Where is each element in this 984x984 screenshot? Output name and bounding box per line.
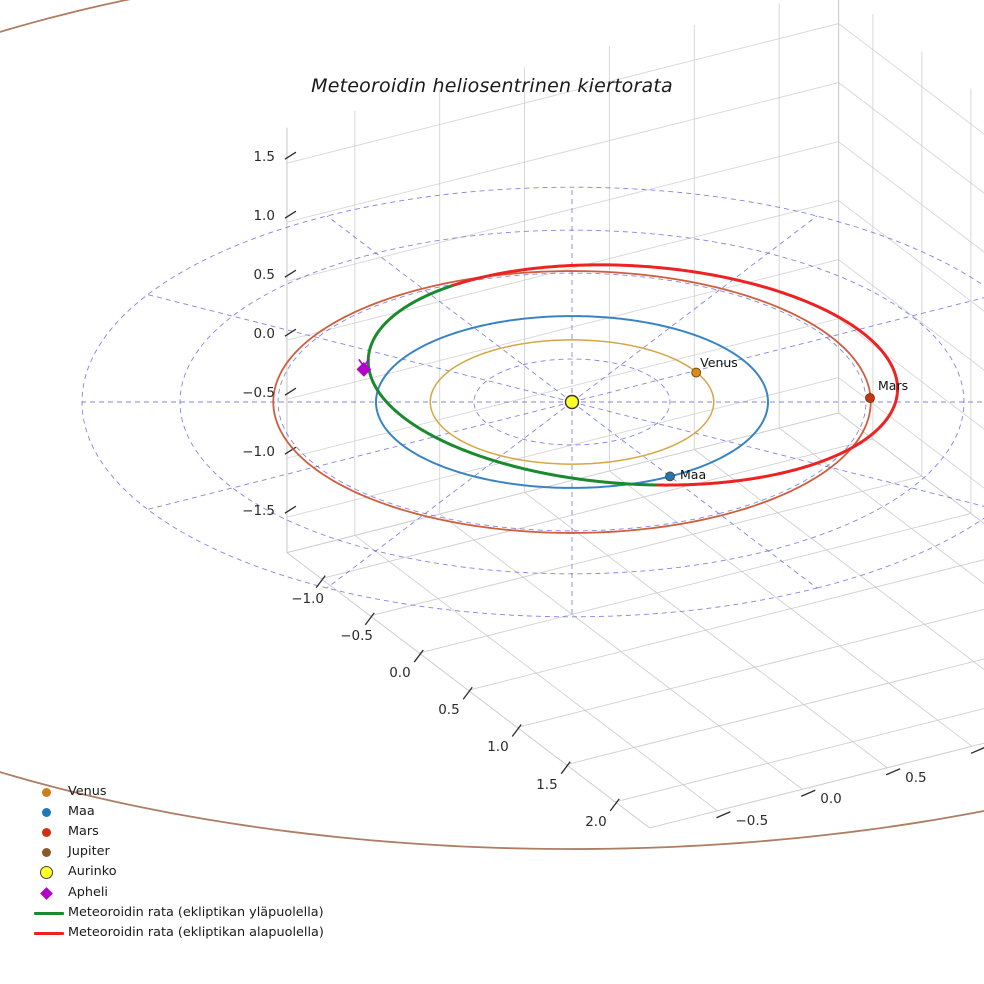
y-tick-0: −0.5 bbox=[735, 812, 769, 829]
x-tick-6: 2.0 bbox=[585, 813, 607, 830]
legend-sun-marker bbox=[40, 866, 53, 880]
legend-marker-6 bbox=[30, 903, 68, 923]
axis-tick-marks bbox=[284, 151, 984, 819]
legend-dot-marker bbox=[42, 848, 51, 858]
legend-item[interactable]: Meteoroidin rata (ekliptikan alapuolella… bbox=[30, 923, 360, 943]
body-markers bbox=[356, 358, 875, 482]
polar-grid bbox=[81, 186, 984, 618]
x-tick-3: 0.5 bbox=[438, 702, 460, 719]
z-tick-6: −1.5 bbox=[242, 503, 275, 520]
legend-marker-4 bbox=[30, 863, 68, 883]
legend-item[interactable]: Venus bbox=[30, 782, 360, 802]
legend-dot-marker bbox=[42, 827, 51, 837]
legend-marker-3 bbox=[30, 843, 68, 863]
legend-dot-marker bbox=[42, 807, 51, 817]
legend-marker-1 bbox=[30, 802, 68, 822]
legend-dot-marker bbox=[42, 787, 51, 797]
legend-label: Aurinko bbox=[68, 864, 117, 880]
legend-label: Maa bbox=[68, 803, 95, 819]
axes-panes bbox=[286, 0, 984, 829]
marker-venus bbox=[691, 367, 702, 378]
y-tick-1: 0.0 bbox=[820, 791, 842, 808]
legend-item[interactable]: Maa bbox=[30, 802, 360, 822]
legend-item[interactable]: Aurinko bbox=[30, 863, 360, 883]
legend-label: Apheli bbox=[68, 884, 108, 900]
x-tick-2: 0.0 bbox=[389, 665, 411, 682]
legend-line-swatch bbox=[34, 911, 64, 915]
legend-diamond-marker bbox=[40, 886, 53, 900]
legend-label: Meteoroidin rata (ekliptikan yläpuolella… bbox=[68, 904, 324, 920]
legend-label: Meteoroidin rata (ekliptikan alapuolella… bbox=[68, 925, 324, 940]
z-tick-3: 0.0 bbox=[253, 326, 275, 343]
marker-mars bbox=[865, 393, 875, 403]
x-tick-1: −0.5 bbox=[340, 627, 373, 644]
z-tick-0: 1.5 bbox=[253, 149, 275, 166]
legend-item[interactable]: Apheli bbox=[30, 883, 360, 903]
label-mars: Mars bbox=[878, 378, 909, 393]
legend-item[interactable]: Mars bbox=[30, 822, 360, 842]
legend-line-swatch bbox=[34, 932, 64, 935]
legend-label: Mars bbox=[68, 824, 99, 840]
z-tick-1: 1.0 bbox=[253, 208, 275, 225]
z-tick-4: −0.5 bbox=[242, 385, 275, 402]
legend: Venus Maa Mars Jupiter Aurinko Apheli Meteoroi… bbox=[30, 782, 360, 944]
meteoroid-orbit bbox=[366, 263, 900, 487]
marker-aurinko bbox=[564, 394, 580, 410]
legend-label: Venus bbox=[68, 783, 107, 799]
z-tick-5: −1.0 bbox=[242, 444, 275, 461]
x-tick-5: 1.5 bbox=[536, 776, 558, 793]
legend-item[interactable]: Jupiter bbox=[30, 843, 360, 863]
marker-apheli bbox=[356, 362, 372, 377]
x-tick-4: 1.0 bbox=[487, 739, 509, 756]
legend-marker-0 bbox=[30, 782, 68, 802]
legend-marker-7 bbox=[30, 923, 68, 943]
x-tick-0: −1.0 bbox=[291, 590, 324, 607]
marker-maa bbox=[665, 471, 675, 482]
label-venus: Venus bbox=[700, 354, 738, 370]
y-tick-2: 0.5 bbox=[905, 769, 927, 786]
page-title: Meteoroidin heliosentrinen kiertorata bbox=[311, 75, 673, 97]
legend-label: Jupiter bbox=[68, 844, 110, 860]
legend-marker-5 bbox=[30, 883, 68, 903]
legend-marker-2 bbox=[30, 822, 68, 842]
label-maa: Maa bbox=[680, 467, 707, 483]
legend-item[interactable]: Meteoroidin rata (ekliptikan yläpuolella… bbox=[30, 903, 360, 923]
z-tick-2: 0.5 bbox=[253, 267, 275, 284]
planet-orbits bbox=[0, 0, 984, 850]
